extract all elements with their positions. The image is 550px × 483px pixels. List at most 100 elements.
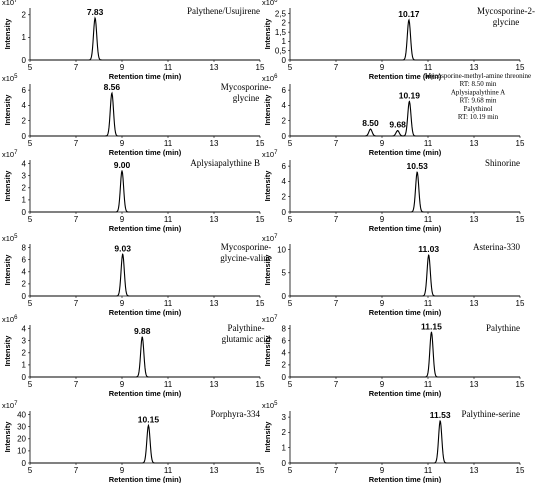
x-tick-label: 13 (470, 215, 479, 224)
y-axis-label: Intensity (263, 18, 272, 50)
x-axis-label: Retention time (min) (369, 148, 442, 157)
y-axis-label: Intensity (263, 170, 272, 202)
x-tick-label: 11 (424, 215, 433, 224)
y-tick-label: 0 (22, 459, 27, 468)
x-tick-label: 5 (28, 466, 33, 475)
scale-factor-label: x106 (262, 74, 278, 83)
y-tick-label: 2 (22, 349, 27, 358)
y-tick-label: 6 (282, 162, 287, 171)
peak-retention-label: 11.53 (430, 410, 451, 420)
chromatogram-trace (30, 336, 260, 378)
x-tick-label: 5 (28, 139, 33, 148)
y-tick-label: 4 (282, 177, 287, 186)
y-tick-label: 2,5 (275, 9, 287, 18)
x-tick-label: 11 (424, 139, 433, 148)
x-tick-label: 11 (164, 299, 173, 308)
y-tick-label: 4 (282, 101, 287, 110)
compound-name-label: glycine-valine (220, 253, 271, 263)
y-tick-label: 0 (282, 56, 287, 65)
y-tick-label: 6 (22, 86, 27, 95)
chromatogram-trace (290, 254, 520, 297)
x-tick-label: 7 (74, 139, 79, 148)
x-tick-label: 13 (470, 380, 479, 389)
peak-apex-point (416, 171, 418, 173)
y-tick-label: 10 (277, 245, 286, 254)
y-axis-label: Intensity (263, 94, 272, 126)
x-tick-label: 15 (516, 299, 525, 308)
compound-name-label: Mycosporine- (221, 242, 272, 252)
x-tick-label: 15 (516, 380, 525, 389)
x-tick-label: 5 (288, 299, 293, 308)
x-tick-label: 9 (380, 63, 385, 72)
y-tick-label: 0 (22, 56, 27, 65)
scale-factor-label: x107 (2, 0, 18, 7)
scale-factor-label: x106 (262, 0, 278, 7)
y-axis-label: Intensity (3, 170, 12, 202)
x-tick-label: 9 (120, 139, 125, 148)
x-tick-label: 15 (516, 215, 525, 224)
compound-annotation-line: Mycosporine-methyl-amine threonine (425, 72, 531, 80)
y-tick-label: 4 (22, 159, 27, 168)
x-tick-label: 13 (210, 63, 219, 72)
y-tick-label: 1 (22, 196, 27, 205)
y-tick-label: 0 (282, 373, 287, 382)
chromatogram-trace (30, 16, 260, 61)
y-tick-label: 1,5 (275, 28, 287, 37)
x-tick-label: 7 (334, 139, 339, 148)
y-axis-label: Intensity (263, 421, 272, 453)
x-tick-label: 9 (120, 63, 125, 72)
y-tick-label: 1 (282, 37, 287, 46)
y-tick-label: 6 (22, 256, 27, 265)
y-tick-label: 8 (22, 243, 27, 252)
y-axis-label: Intensity (263, 254, 272, 286)
x-axis-label: Retention time (min) (109, 72, 182, 81)
y-tick-label: 2 (282, 19, 287, 28)
chromatogram-panel: 0 1 2 5 7 9 11 13 15 Retention time (min) Intensit… (2, 0, 265, 81)
x-axis-label: Retention time (min) (109, 475, 182, 483)
y-tick-label: 0 (22, 132, 27, 141)
peak-apex-point (94, 17, 96, 19)
chromatogram-trace (290, 171, 520, 213)
peak-apex-point (111, 92, 113, 94)
x-tick-label: 7 (334, 466, 339, 475)
x-tick-label: 5 (288, 63, 293, 72)
y-axis-label: Intensity (263, 335, 272, 367)
x-tick-label: 13 (210, 215, 219, 224)
chromatogram-panel: 0 1 2 3 4 5 7 9 11 13 15 Retention time (min) Intens… (2, 315, 271, 398)
x-tick-label: 11 (164, 139, 173, 148)
chromatogram-trace (30, 253, 260, 297)
peak-retention-label: 9.68 (389, 120, 406, 130)
compound-annotation-line: RT: 10.19 min (458, 113, 499, 121)
y-tick-label: 0 (282, 292, 287, 301)
y-tick-label: 2 (22, 117, 27, 126)
y-tick-label: 30 (17, 423, 26, 432)
x-tick-label: 13 (210, 380, 219, 389)
y-tick-label: 6 (282, 337, 287, 346)
x-axis-label: Retention time (min) (109, 148, 182, 157)
peak-retention-label: 8.50 (362, 118, 379, 128)
x-tick-label: 15 (256, 139, 265, 148)
compound-annotation-line: Aplysiapalythine A (451, 88, 505, 96)
y-tick-label: 0 (22, 373, 27, 382)
x-tick-label: 15 (516, 466, 525, 475)
y-tick-label: 1 (22, 361, 27, 370)
peak-apex-point (122, 253, 124, 255)
y-tick-label: 2 (22, 11, 27, 20)
chromatogram-panel: 00,511,522,5 5 7 9 11 13 15 Retention time (min… (262, 0, 535, 81)
x-tick-label: 9 (380, 466, 385, 475)
chromatogram-panel: 0 2 4 6 5 7 9 11 13 15 Retention time (min) Intensi… (262, 150, 525, 233)
chromatogram-trace (290, 18, 520, 61)
peak-retention-label: 10.17 (398, 9, 420, 19)
scale-factor-label: x107 (262, 150, 278, 159)
chromatogram-trace (290, 100, 520, 137)
chromatogram-trace (30, 170, 260, 213)
x-tick-label: 15 (256, 466, 265, 475)
scale-factor-label: x106 (2, 315, 18, 324)
x-tick-label: 7 (74, 466, 79, 475)
x-axis-label: Retention time (min) (369, 72, 442, 81)
y-tick-label: 2 (282, 193, 287, 202)
peak-apex-point (369, 128, 372, 130)
y-tick-label: 8 (282, 324, 287, 333)
y-tick-label: 0 (282, 132, 287, 141)
